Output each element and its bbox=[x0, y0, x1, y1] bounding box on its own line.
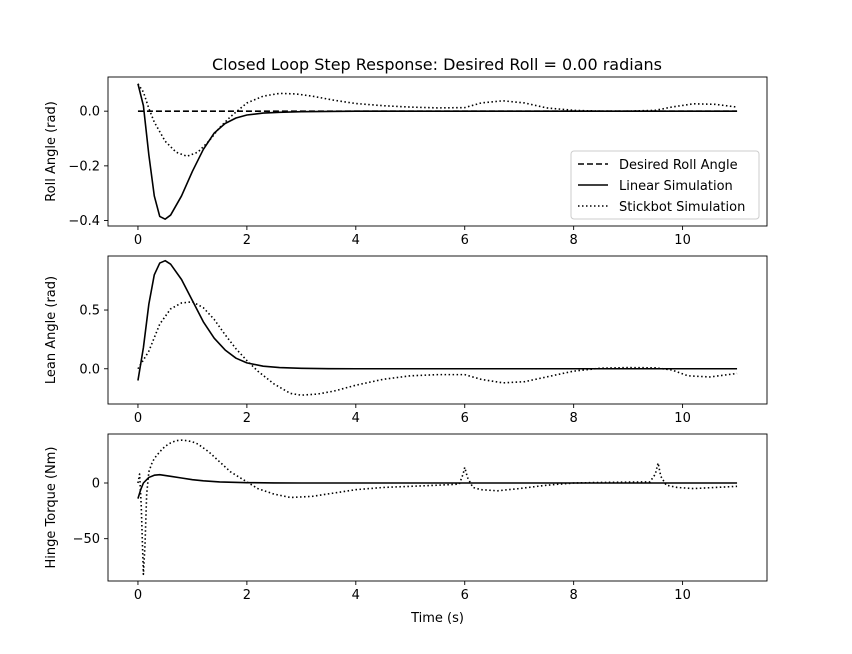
x-tick-label: 6 bbox=[461, 233, 469, 248]
x-tick-label: 2 bbox=[243, 233, 251, 248]
x-tick-label: 6 bbox=[461, 411, 469, 426]
y-tick-label: 0.0 bbox=[79, 362, 100, 377]
series-line-stickbot-simulation bbox=[137, 301, 738, 396]
x-tick-label: 10 bbox=[674, 233, 691, 248]
y-tick-label: 0.5 bbox=[79, 304, 100, 319]
axes-frame bbox=[107, 76, 768, 227]
y-axis-label: Hinge Torque (Nm) bbox=[44, 447, 59, 569]
legend-entry-label: Stickbot Simulation bbox=[619, 200, 745, 215]
y-tick-label: 0.0 bbox=[79, 105, 100, 120]
x-tick-label: 8 bbox=[570, 233, 578, 248]
x-tick-label: 0 bbox=[134, 588, 142, 603]
x-tick-label: 8 bbox=[570, 411, 578, 426]
x-tick-label: 2 bbox=[243, 588, 251, 603]
roll-angle-subplot: 0 2 4 6 8 10 0.0 −0.2 −0.4 Roll Angle (rad) bbox=[44, 76, 768, 248]
axes-frame bbox=[107, 255, 768, 405]
series-group bbox=[137, 439, 738, 576]
y-tick-label: −0.4 bbox=[68, 214, 100, 229]
series-line-linear-simulation bbox=[137, 259, 738, 381]
x-tick-label: 8 bbox=[570, 588, 578, 603]
chart-title: Closed Loop Step Response: Desired Roll … bbox=[212, 55, 662, 74]
series-line-stickbot-simulation bbox=[137, 83, 738, 158]
hinge-torque-subplot: 0 2 4 6 8 10 0 −50 Hinge Torque (Nm) Time (s) bbox=[44, 433, 768, 626]
legend-entry-label: Desired Roll Angle bbox=[619, 158, 738, 173]
x-tick-label: 6 bbox=[461, 588, 469, 603]
lean-angle-subplot: 0 2 4 6 8 10 0.5 0.0 Lean Angle (rad) bbox=[44, 255, 768, 426]
legend-entry-label: Linear Simulation bbox=[619, 179, 733, 194]
series-line-linear-simulation bbox=[137, 83, 738, 220]
y-tick-label: 0 bbox=[92, 477, 100, 492]
x-tick-label: 4 bbox=[352, 233, 360, 248]
axes-frame bbox=[107, 433, 768, 582]
y-axis-label: Lean Angle (rad) bbox=[44, 276, 59, 384]
x-tick-label: 10 bbox=[674, 588, 691, 603]
series-group bbox=[137, 259, 738, 396]
legend: Desired Roll Angle Linear Simulation Stick… bbox=[570, 150, 760, 220]
x-tick-label: 4 bbox=[352, 411, 360, 426]
x-tick-label: 0 bbox=[134, 233, 142, 248]
y-tick-label: −50 bbox=[73, 532, 100, 547]
x-tick-label: 4 bbox=[352, 588, 360, 603]
x-axis-label: Time (s) bbox=[410, 611, 464, 626]
x-tick-label: 2 bbox=[243, 411, 251, 426]
x-tick-label: 0 bbox=[134, 411, 142, 426]
series-line-stickbot-simulation bbox=[137, 439, 738, 576]
y-tick-label: −0.2 bbox=[68, 159, 100, 174]
legend-box bbox=[570, 150, 760, 220]
y-axis-label: Roll Angle (rad) bbox=[44, 101, 59, 202]
x-tick-label: 10 bbox=[674, 411, 691, 426]
series-group bbox=[137, 83, 738, 220]
